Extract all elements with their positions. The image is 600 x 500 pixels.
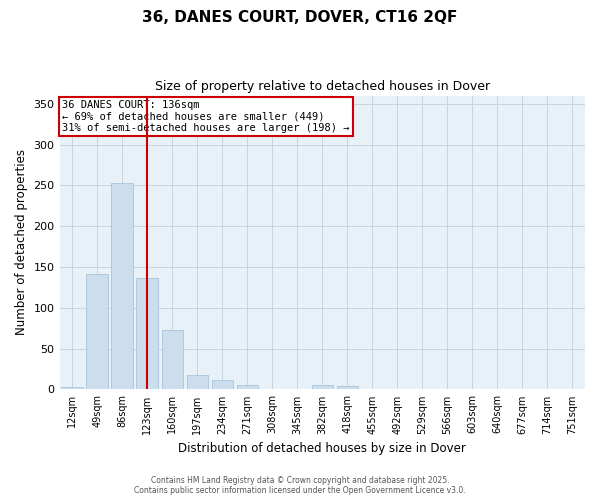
Y-axis label: Number of detached properties: Number of detached properties <box>15 150 28 336</box>
Bar <box>161 330 183 390</box>
Bar <box>337 386 358 390</box>
Bar <box>212 380 233 390</box>
Bar <box>136 278 158 390</box>
Text: 36 DANES COURT: 136sqm
← 69% of detached houses are smaller (449)
31% of semi-de: 36 DANES COURT: 136sqm ← 69% of detached… <box>62 100 350 133</box>
Bar <box>61 387 83 390</box>
Bar <box>86 274 108 390</box>
Bar <box>236 386 258 390</box>
Bar <box>112 183 133 390</box>
Bar <box>562 388 583 390</box>
Bar <box>311 384 333 390</box>
Text: 36, DANES COURT, DOVER, CT16 2QF: 36, DANES COURT, DOVER, CT16 2QF <box>142 10 458 25</box>
X-axis label: Distribution of detached houses by size in Dover: Distribution of detached houses by size … <box>178 442 466 455</box>
Bar <box>187 374 208 390</box>
Title: Size of property relative to detached houses in Dover: Size of property relative to detached ho… <box>155 80 490 93</box>
Text: Contains HM Land Registry data © Crown copyright and database right 2025.
Contai: Contains HM Land Registry data © Crown c… <box>134 476 466 495</box>
